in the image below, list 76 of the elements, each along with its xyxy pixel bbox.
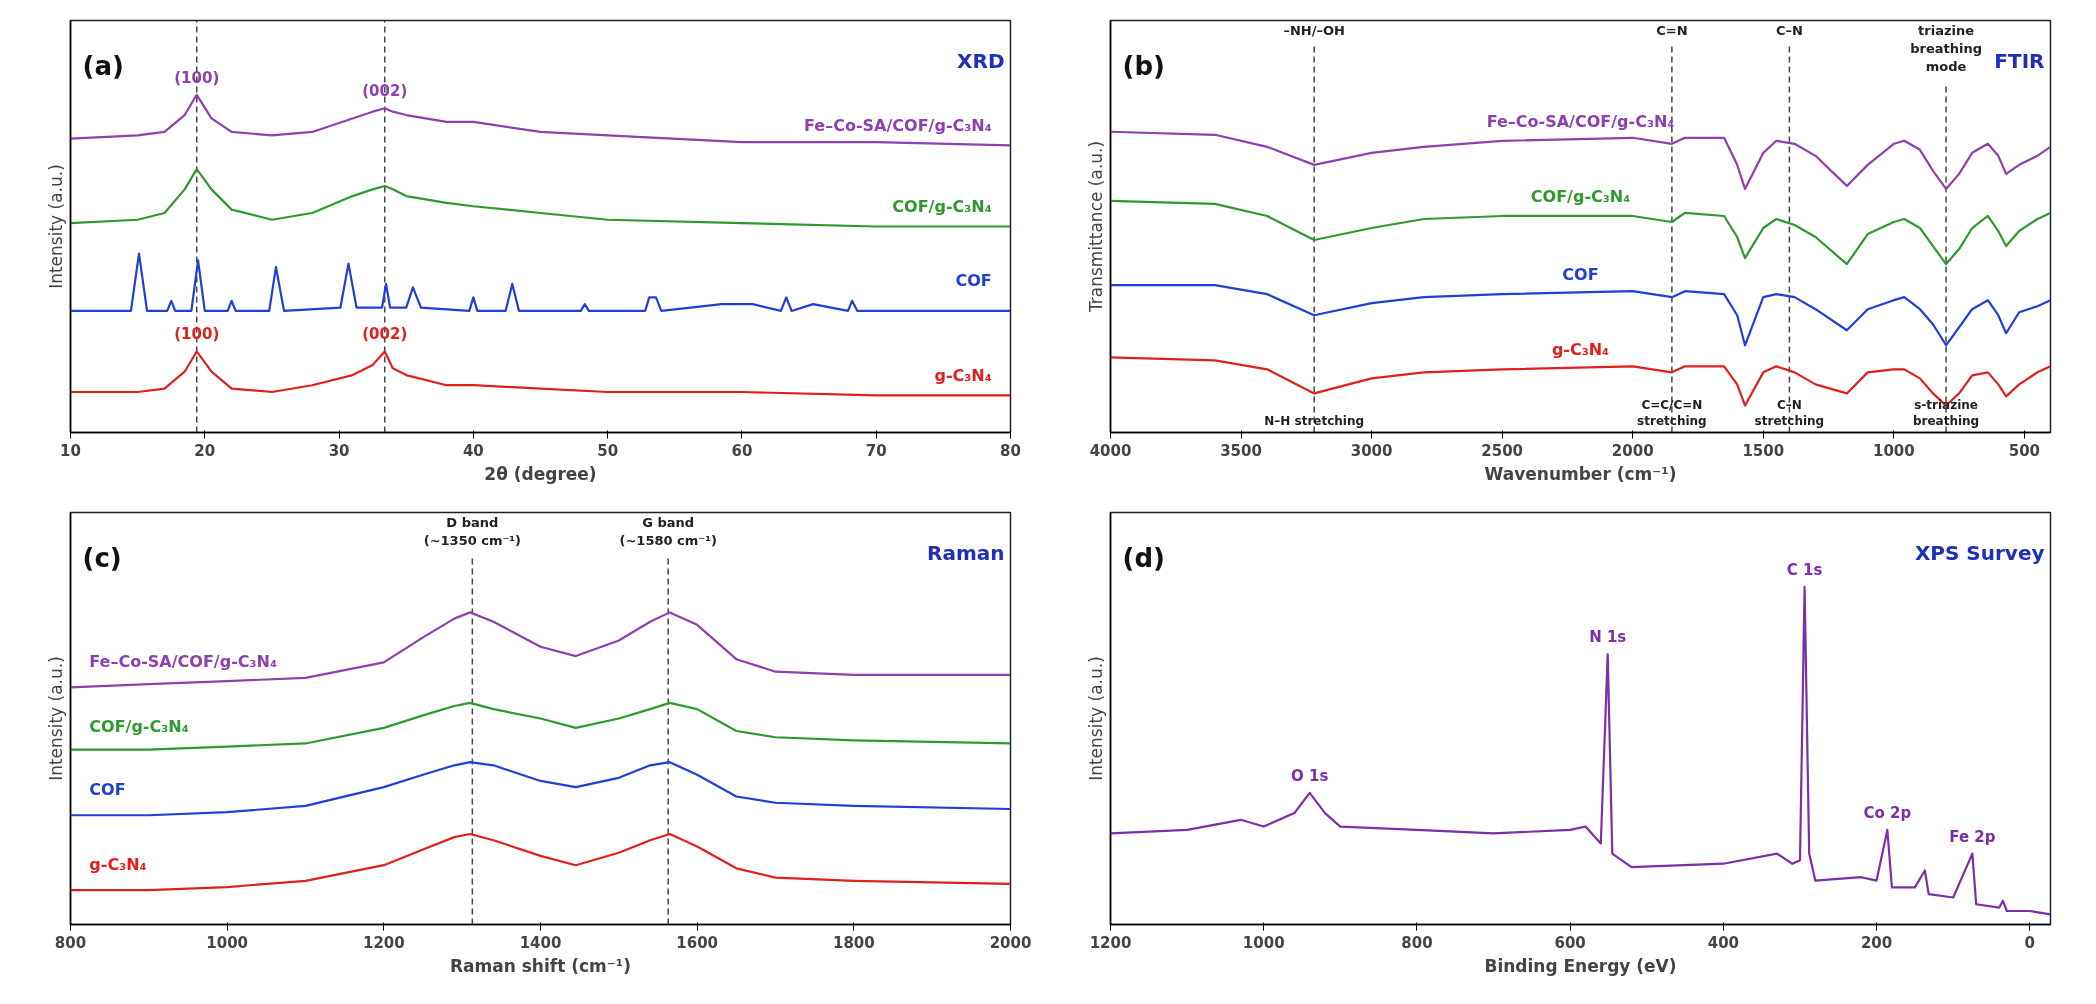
- x-tick-label: 60: [731, 441, 753, 460]
- series-label: g-C₃N₄: [1551, 340, 1610, 360]
- series-label: COF: [89, 779, 126, 799]
- ref-line-label: G band (~1580 cm⁻¹): [619, 515, 717, 549]
- x-tick-label: 2000: [1611, 441, 1654, 460]
- series-label: COF/g-C₃N₄: [892, 197, 992, 217]
- annotation: O 1s: [1291, 766, 1329, 785]
- x-tick-label: 400: [1707, 933, 1740, 952]
- x-tick-label: 20: [194, 441, 216, 460]
- x-axis-title: 2θ (degree): [484, 463, 597, 484]
- x-tick-label: 2000: [989, 933, 1032, 952]
- series-label: Fe–Co-SA/COF/g-C₃N₄: [89, 651, 277, 671]
- x-tick-label: 1500: [1742, 441, 1785, 460]
- x-tick-label: 800: [1401, 933, 1433, 952]
- x-tick-label: 10: [60, 441, 81, 460]
- annotation: N–H stretching: [1264, 414, 1365, 429]
- x-tick-label: 1400: [519, 933, 562, 952]
- x-tick-label: 70: [865, 441, 887, 460]
- text: (a): [82, 50, 124, 81]
- annotation: (002): [362, 325, 408, 344]
- series-label: g-C₃N₄: [89, 854, 147, 874]
- ref-line-label: –NH/–OH: [1283, 23, 1345, 39]
- annotation: Co 2p: [1863, 803, 1912, 822]
- x-tick-label: 2500: [1481, 441, 1524, 460]
- x-tick-label: 40: [462, 441, 484, 460]
- x-tick-label: 3000: [1350, 441, 1393, 460]
- ref-line-label: D band (~1350 cm⁻¹): [423, 515, 521, 549]
- x-tick-label: 0: [2024, 933, 2036, 952]
- annotation: Fe 2p: [1949, 827, 1996, 846]
- y-axis-title: Transmittance (a.u.): [1085, 140, 1106, 314]
- ref-line-label: C–N: [1775, 23, 1803, 39]
- x-tick-label: 600: [1554, 933, 1586, 952]
- annotation: (100): [174, 325, 220, 344]
- annotation: N 1s: [1589, 628, 1627, 647]
- text: (b): [1122, 50, 1165, 81]
- series-label: COF: [955, 271, 992, 291]
- series-label: Fe–Co-SA/COF/g-C₃N₄: [1486, 111, 1675, 131]
- x-tick-label: 30: [328, 441, 350, 460]
- series-label: COF/g-C₃N₄: [1530, 186, 1631, 206]
- annotation: (002): [362, 82, 408, 101]
- x-tick-label: 3500: [1220, 441, 1262, 460]
- x-tick-label: 200: [1860, 933, 1893, 952]
- annotation: C 1s: [1786, 560, 1823, 579]
- annotation: C=C/C=N stretching: [1637, 397, 1707, 429]
- series-label: Fe–Co-SA/COF/g-C₃N₄: [804, 116, 992, 136]
- x-tick-label: 1800: [832, 933, 875, 952]
- chart-title: Raman: [927, 540, 1005, 565]
- x-tick-label: 1600: [676, 933, 719, 952]
- x-tick-label: 4000: [1089, 441, 1132, 460]
- ref-line-label: C=N: [1656, 23, 1688, 39]
- x-tick-label: 1000: [206, 933, 249, 952]
- x-tick-label: 1200: [1089, 933, 1132, 952]
- series-label: COF: [1562, 265, 1599, 285]
- x-tick-label: 800: [54, 933, 87, 952]
- text: (c): [82, 542, 122, 573]
- x-tick-label: 1000: [1242, 933, 1285, 952]
- chart-title: XRD: [957, 48, 1005, 73]
- y-axis-title: Intensity (a.u.): [1085, 656, 1106, 781]
- ref-line-label: triazine breathing mode: [1910, 23, 1982, 75]
- series-label: COF/g-C₃N₄: [89, 717, 189, 737]
- chart-title: XPS Survey: [1914, 540, 2045, 565]
- x-tick-label: 1000: [1872, 441, 1915, 460]
- x-tick-label: 80: [1000, 441, 1021, 460]
- x-tick-label: 50: [597, 441, 619, 460]
- y-axis-title: Intensity (a.u.): [45, 164, 66, 289]
- x-tick-label: 1200: [362, 933, 405, 952]
- x-axis-title: Binding Energy (eV): [1484, 955, 1677, 976]
- annotation: C–N stretching: [1754, 397, 1825, 429]
- x-axis-title: Raman shift (cm⁻¹): [450, 955, 632, 976]
- annotation: (100): [174, 68, 220, 87]
- chart-title: FTIR: [1994, 48, 2045, 73]
- x-tick-label: 500: [2008, 441, 2041, 460]
- y-axis-title: Intensity (a.u.): [45, 656, 66, 781]
- x-axis-title: Wavenumber (cm⁻¹): [1484, 463, 1677, 484]
- series-label: g-C₃N₄: [934, 365, 992, 385]
- text: (d): [1122, 542, 1165, 573]
